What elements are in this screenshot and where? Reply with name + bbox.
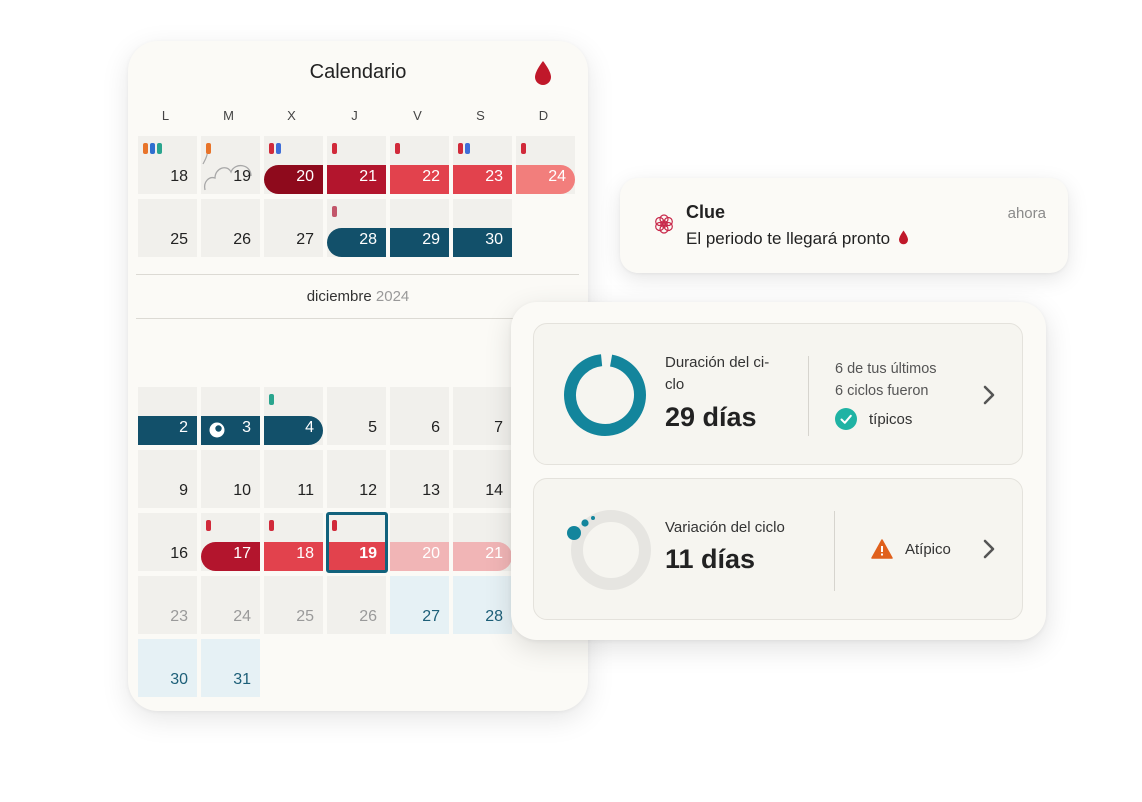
weekday-wed: X (287, 108, 296, 123)
calendar-day[interactable]: 5 (327, 387, 386, 445)
blood-drop-icon (898, 230, 908, 245)
cycle-stats-card: Duración del ci- clo 29 días 6 de tus úl… (511, 302, 1046, 640)
history-line-1: 6 de tus últimos (835, 361, 937, 377)
calendar-day[interactable]: 2 (138, 387, 197, 445)
weekday-sun: D (538, 108, 549, 123)
calendar-day[interactable]: 25 (138, 199, 197, 257)
cycle-length-label: Duración del ci- clo (665, 354, 770, 393)
selected-day-ring (326, 512, 388, 573)
divider (808, 356, 809, 436)
weekday-fri: V (413, 108, 422, 123)
calendar-day[interactable]: 22 (390, 136, 449, 194)
calendar-day[interactable]: 23 (453, 136, 512, 194)
calendar-day[interactable]: 20 (264, 136, 323, 194)
blood-drop-icon[interactable] (532, 59, 554, 87)
calendar-day[interactable]: 18 (138, 136, 197, 194)
cycle-ring-icon (564, 354, 646, 436)
calendar-day[interactable]: 24 (201, 576, 260, 634)
calendar-day[interactable]: 18 (264, 513, 323, 571)
atypical-status: Atípico (871, 539, 951, 559)
calendar-day[interactable]: 27 (264, 199, 323, 257)
calendar-day[interactable]: 16 (138, 513, 197, 571)
weekday-thu: J (351, 108, 358, 123)
divider (136, 318, 579, 319)
cycle-length-value: 29 días (665, 402, 757, 432)
calendar-day[interactable]: 21 (327, 136, 386, 194)
calendar-day[interactable]: 28 (453, 576, 512, 634)
notification-time: ahora (1007, 205, 1046, 222)
calendar-day[interactable]: 31 (201, 639, 260, 697)
calendar-day[interactable]: 30 (453, 199, 512, 257)
calendar-day[interactable]: 26 (201, 199, 260, 257)
calendar-title: Calendario (309, 61, 407, 83)
notification-banner[interactable]: Clue ahora El periodo te llegará pronto (620, 178, 1068, 273)
calendar-day[interactable]: 30 (138, 639, 197, 697)
clue-flower-icon (655, 214, 673, 234)
weekday-tue: M (223, 108, 234, 123)
calendar-day[interactable]: 28 (327, 199, 386, 257)
chevron-right-icon[interactable] (982, 538, 996, 560)
variation-label: Variación del ciclo (665, 519, 785, 536)
weekday-sat: S (476, 108, 485, 123)
calendar-day[interactable]: 13 (390, 450, 449, 508)
notification-app-name: Clue (686, 202, 726, 222)
calendar-day[interactable]: 4 (264, 387, 323, 445)
variation-value: 11 días (665, 544, 756, 574)
calendar-day[interactable]: 3 (201, 387, 260, 445)
calendar-day[interactable]: 7 (453, 387, 512, 445)
calendar-day[interactable]: 19 (201, 136, 260, 194)
calendar-day[interactable]: 14 (453, 450, 512, 508)
calendar-day[interactable]: 25 (264, 576, 323, 634)
divider (834, 511, 835, 591)
calendar-day[interactable]: 29 (390, 199, 449, 257)
cycle-length-card[interactable]: Duración del ci- clo 29 días 6 de tus úl… (533, 323, 1023, 465)
calendar-day[interactable]: 21 (453, 513, 512, 571)
calendar-day[interactable]: 23 (138, 576, 197, 634)
ovulation-icon (209, 422, 225, 438)
calendar-day[interactable]: 11 (264, 450, 323, 508)
calendar-day-selected[interactable]: 19 (327, 513, 386, 571)
calendar-day[interactable]: 27 (390, 576, 449, 634)
divider (136, 274, 579, 275)
warning-icon (871, 539, 893, 559)
typical-status: típicos (835, 408, 912, 430)
cycle-variation-card[interactable]: Variación del ciclo 11 días Atípico (533, 478, 1023, 620)
calendar-day[interactable]: 10 (201, 450, 260, 508)
check-icon (835, 408, 857, 430)
calendar-day[interactable]: 6 (390, 387, 449, 445)
calendar-day[interactable]: 17 (201, 513, 260, 571)
calendar-day[interactable]: 26 (327, 576, 386, 634)
notification-message: El periodo te llegará pronto (686, 229, 909, 249)
history-line-2: 6 ciclos fueron (835, 383, 929, 399)
calendar-day[interactable]: 24 (516, 136, 575, 194)
chevron-right-icon[interactable] (982, 384, 996, 406)
month-label: diciembre 2024 (306, 288, 410, 305)
variation-ring-icon (567, 510, 651, 590)
calendar-day[interactable]: 9 (138, 450, 197, 508)
calendar-day[interactable]: 20 (390, 513, 449, 571)
calendar-day[interactable]: 12 (327, 450, 386, 508)
weekday-mon: L (161, 108, 170, 123)
